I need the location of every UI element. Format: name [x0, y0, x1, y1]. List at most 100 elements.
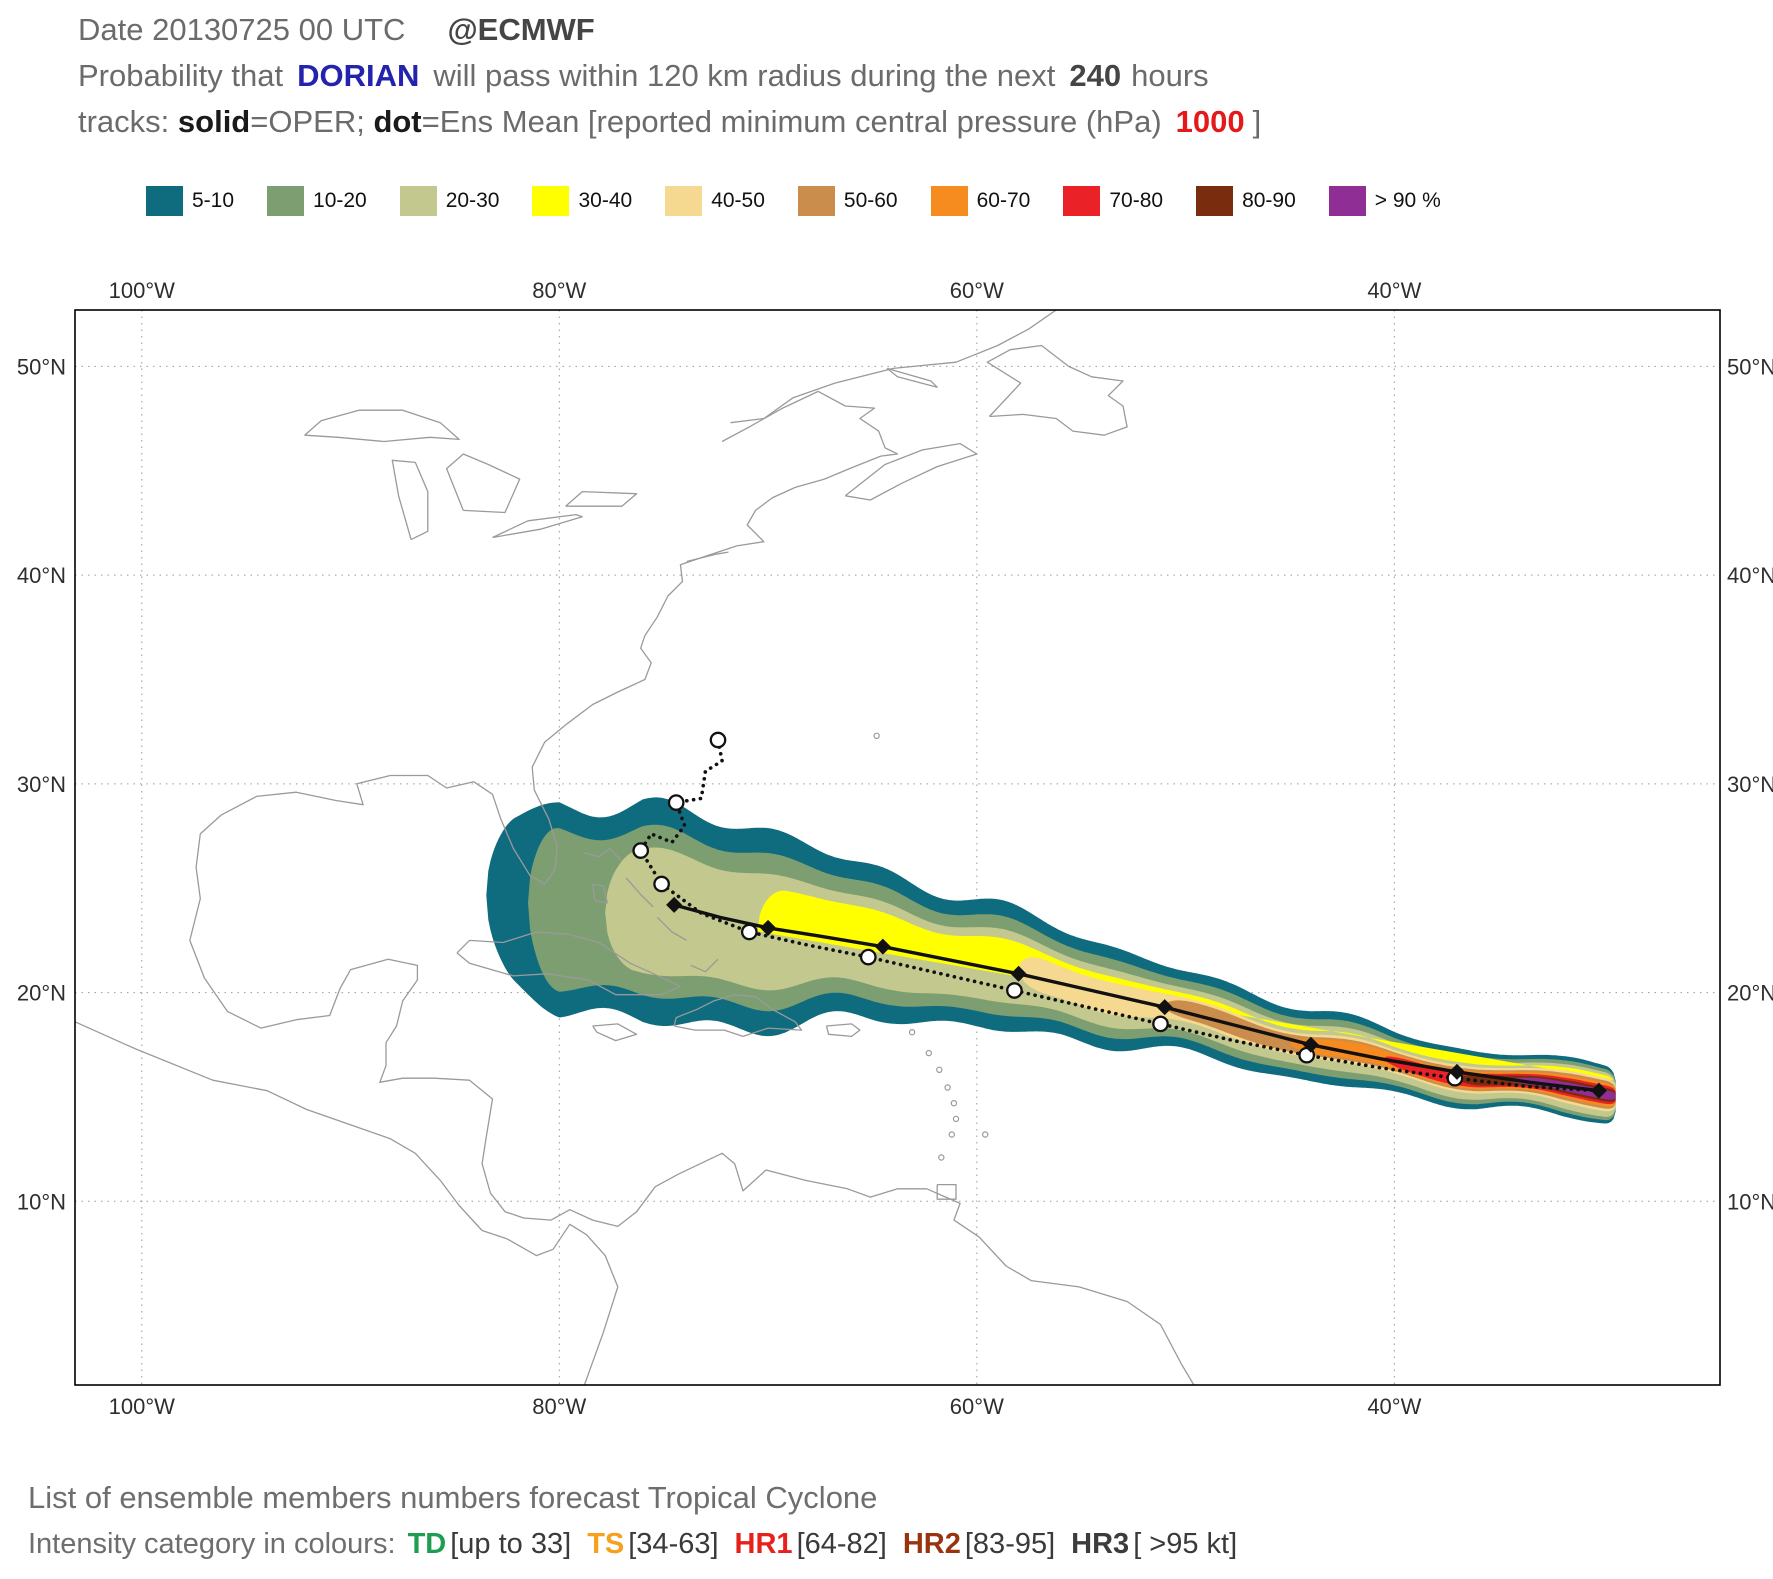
oper-track [673, 903, 1600, 1093]
ens-mean-marker [667, 794, 685, 811]
legend-swatch-30-40 [532, 186, 570, 216]
legend-item: 50-60 [797, 186, 898, 216]
title-mid: will pass within 120 km radius during th… [433, 58, 1056, 93]
legend-swatch-20-30 [399, 186, 437, 216]
probability-contour-30-40 [757, 890, 1614, 1081]
header-line-2: Probability that DORIAN will pass within 1… [78, 58, 1209, 94]
legend-label: 20-30 [445, 189, 500, 212]
dot-keyword: dot [373, 104, 422, 139]
tracks-post: ] [1252, 104, 1262, 139]
legend-label: 10-20 [313, 189, 367, 212]
legend-swatch-40-50 [665, 186, 703, 216]
legend-item: 30-40 [532, 186, 632, 216]
forecast-hours: 240 [1069, 58, 1122, 93]
y-tick-label-left: 50°N [17, 354, 66, 379]
oper-marker [1590, 1082, 1607, 1099]
legend-item: 40-50 [665, 186, 765, 216]
coastline [656, 916, 688, 941]
coastline [592, 1023, 638, 1042]
island [936, 1066, 943, 1074]
probability-map: 100°W 100°W 80°W 80°W 60°W 60°W 40°W 40°W 50°N 50… [17, 278, 1773, 1419]
legend-label: 30-40 [578, 189, 633, 212]
legend-label: 50-60 [843, 189, 898, 212]
legend-label: 40-50 [711, 189, 765, 212]
model-source: @ECMWF [447, 12, 595, 47]
intensity-category-HR1: HR1 [734, 1528, 793, 1560]
legend-item: 60-70 [930, 186, 1030, 216]
coastline [844, 442, 978, 501]
intensity-range: [64-82] [796, 1528, 887, 1560]
coastline [986, 344, 1128, 436]
x-tick-label-bottom: 100°W [109, 1394, 176, 1419]
y-tick-label-left: 40°N [17, 563, 66, 588]
coastline [456, 931, 682, 996]
coastline [445, 453, 521, 514]
footer-intensity-legend: Intensity category in colours: TD [up to … [28, 1528, 1253, 1561]
storm-name: DORIAN [297, 58, 420, 93]
ens-mean-marker [653, 875, 670, 893]
legend-swatch-50-60 [797, 186, 835, 216]
ens-mean-marker [632, 842, 650, 859]
storm-tracks [632, 731, 1607, 1099]
island [948, 1131, 956, 1138]
y-tick-label-left: 20°N [17, 981, 66, 1006]
island [982, 1131, 989, 1138]
base-date: Date 20130725 00 UTC [78, 12, 406, 47]
ens-mean-marker [709, 731, 727, 749]
legend-item: 10-20 [267, 186, 367, 216]
intensity-range: [83-95] [964, 1528, 1056, 1560]
ens-mean-marker [859, 948, 877, 966]
intensity-category-TS: TS [587, 1528, 625, 1560]
legend-item: 20-30 [399, 186, 500, 216]
oper-marker [874, 938, 891, 955]
header-line-1: Date 20130725 00 UTC @ECMWF [78, 12, 595, 48]
legend-swatch-60-70 [930, 186, 968, 216]
intensity-range: [ >95 kt] [1133, 1528, 1238, 1560]
coastline [686, 551, 729, 563]
oper-marker [1302, 1036, 1319, 1053]
legend-label: 70-80 [1109, 189, 1164, 212]
coastline [75, 1021, 619, 1385]
intensity-range: [34-63] [628, 1528, 719, 1560]
oper-marker [1448, 1063, 1465, 1080]
sea-background [75, 310, 1720, 1385]
island [944, 1084, 951, 1091]
coastline [565, 490, 638, 507]
coastline [391, 459, 429, 541]
intensity-category-TD: TD [407, 1528, 447, 1560]
legend-label: 80-90 [1242, 189, 1296, 212]
coastline [673, 994, 803, 1038]
x-tick-label-top: 40°W [1367, 278, 1421, 303]
legend-swatch-5-10 [146, 186, 183, 216]
legend-swatch-70-80 [1063, 186, 1101, 216]
island [873, 732, 880, 739]
plot-border [74, 309, 1721, 1386]
intensity-range: [up to 33] [450, 1528, 572, 1560]
coastline [936, 1183, 957, 1200]
x-tick-label-bottom: 60°W [950, 1394, 1004, 1419]
legend-item: 80-90 [1196, 186, 1296, 216]
coastline [304, 409, 460, 443]
ens-mean-marker [1152, 1015, 1169, 1033]
coastline [625, 877, 654, 908]
map-background [75, 310, 1720, 1385]
y-tick-label-right: 20°N [1727, 981, 1773, 1006]
oper-marker [1156, 999, 1173, 1016]
intensity-prefix: Intensity category in colours: [28, 1528, 404, 1560]
map-border [74, 309, 1721, 1386]
ens-mean-marker [740, 923, 758, 941]
y-tick-label-right: 30°N [1727, 772, 1773, 797]
tracks-mid2: =Ens Mean [reported minimum central pres… [421, 104, 1162, 139]
island [908, 1029, 916, 1036]
island [950, 1100, 958, 1107]
legend-item: 70-80 [1063, 186, 1163, 216]
solid-keyword: solid [177, 104, 251, 139]
grid-lines [75, 310, 1720, 1385]
legend-item: 5-10 [146, 186, 234, 216]
title-pre: Probability that [78, 58, 284, 93]
y-tick-label-left: 30°N [17, 772, 66, 797]
ens-mean-marker [1006, 982, 1023, 999]
coastline [189, 390, 1195, 1385]
intensity-category-HR2: HR2 [902, 1528, 961, 1560]
x-tick-label-top: 100°W [109, 278, 176, 303]
